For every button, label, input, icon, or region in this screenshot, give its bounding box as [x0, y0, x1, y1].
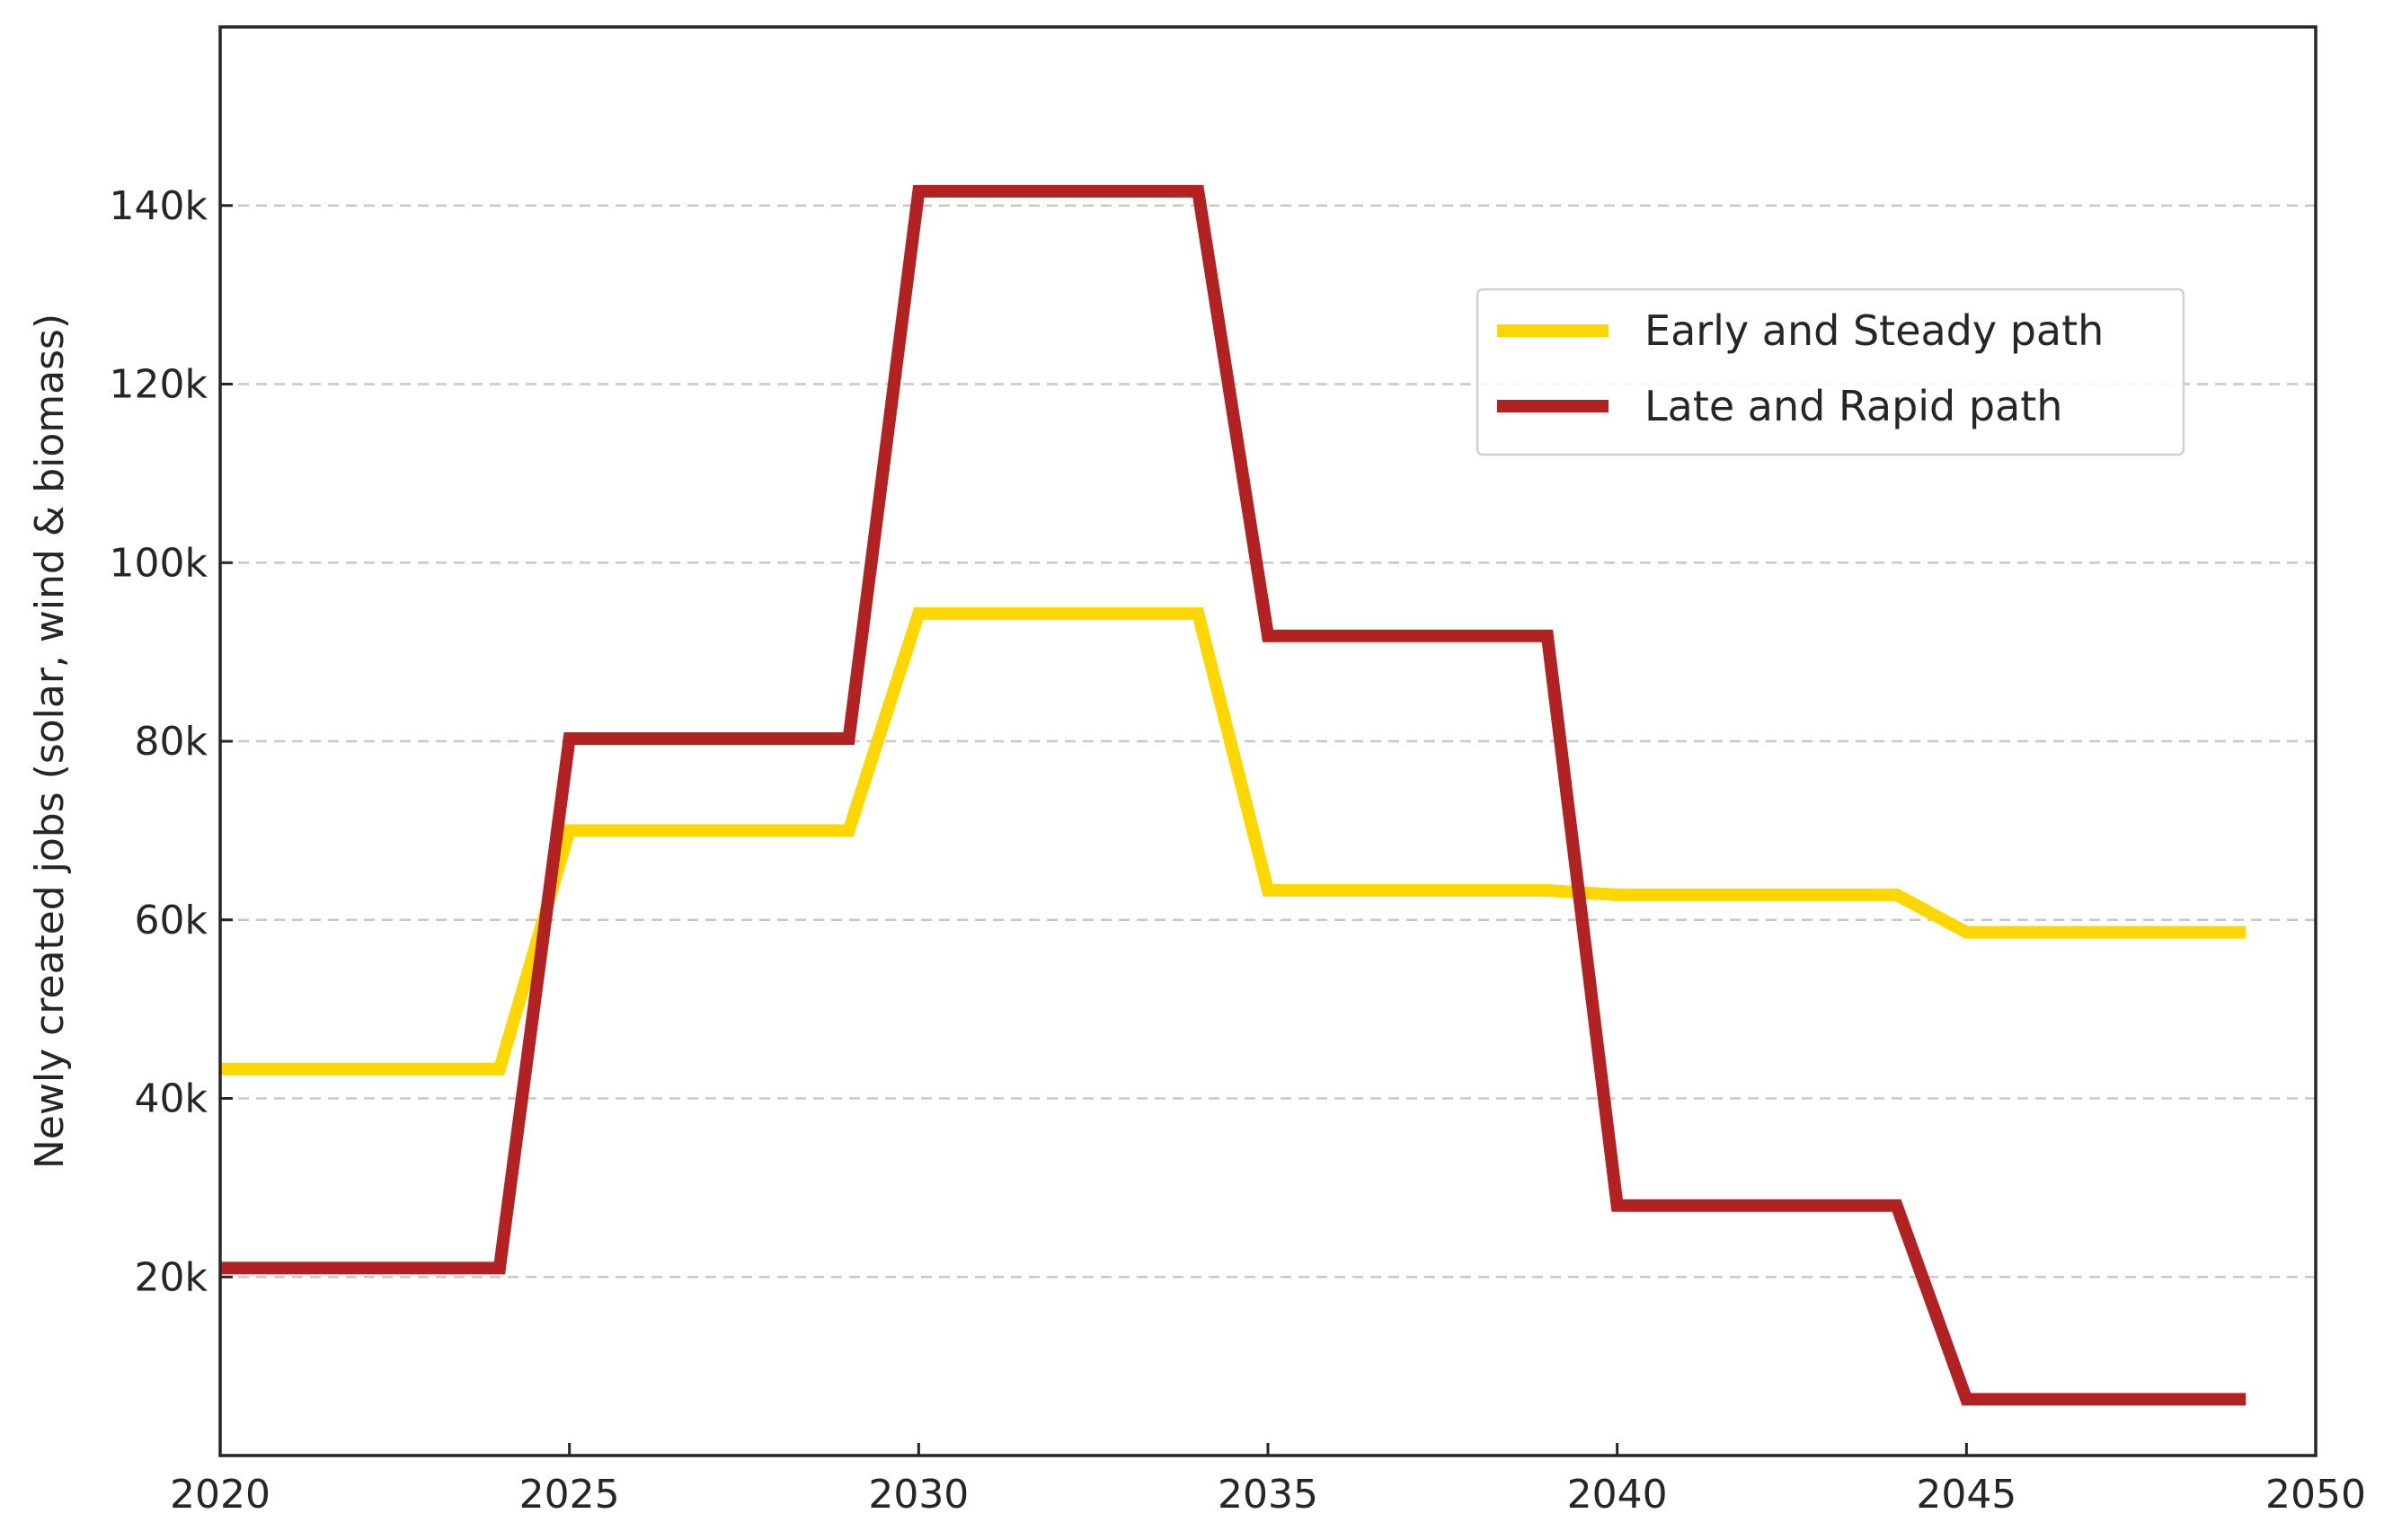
legend-box — [1476, 288, 2185, 456]
y-tick-label-5: 120k — [110, 362, 208, 408]
y-tick-label-0: 20k — [135, 1254, 208, 1300]
y-tick-label-3: 80k — [135, 719, 208, 765]
series-line-0 — [220, 606, 2247, 1075]
x-tick-label-3: 2035 — [1218, 1472, 1318, 1518]
legend: Early and Steady path Late and Rapid pat… — [1476, 288, 2185, 456]
x-tick-label-4: 2040 — [1567, 1472, 1668, 1518]
y-axis-label: Newly created jobs (solar, wind & biomas… — [27, 314, 73, 1169]
legend-label-early-and-steady: Early and Steady path — [1644, 306, 2104, 355]
y-tick-label-2: 60k — [135, 898, 208, 943]
series-line-1 — [220, 184, 2247, 1406]
axis-ticks: 20k 40k 60k 80k 100k 120k 140k 2020 2025 2030 2035… — [110, 183, 2366, 1518]
y-tick-label-6: 140k — [110, 183, 208, 229]
x-tick-label-5: 2045 — [1916, 1472, 2016, 1518]
x-tick-label-6: 2050 — [2265, 1472, 2366, 1518]
series-lines — [220, 184, 2247, 1406]
x-tick-label-1: 2025 — [519, 1472, 620, 1518]
x-tick-label-2: 2030 — [868, 1472, 969, 1518]
y-tick-label-1: 40k — [135, 1076, 208, 1122]
x-tick-label-0: 2020 — [170, 1472, 270, 1518]
y-tick-label-4: 100k — [110, 540, 208, 586]
legend-label-late-and-rapid: Late and Rapid path — [1644, 382, 2062, 430]
